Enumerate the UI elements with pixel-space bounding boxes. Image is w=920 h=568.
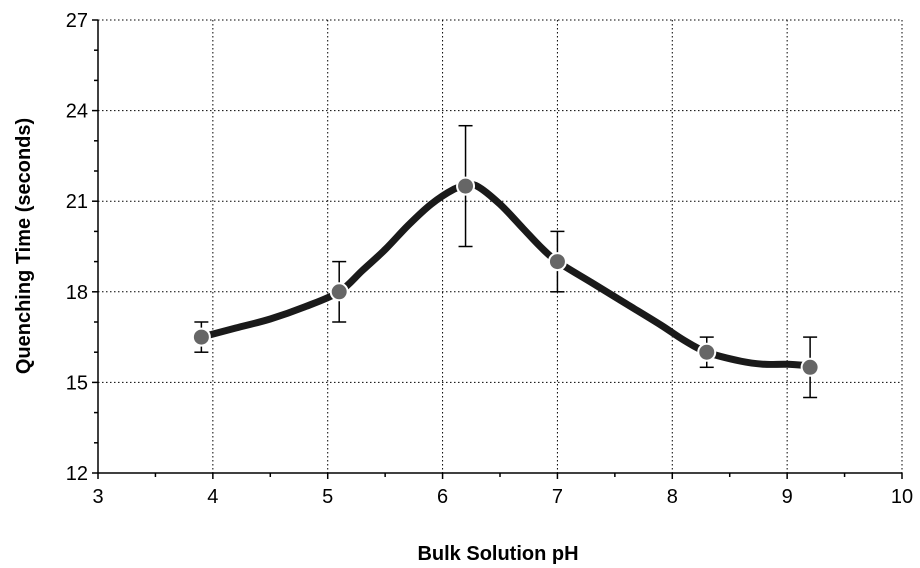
y-tick-label: 21 [66,191,88,213]
y-tick-label: 12 [66,463,88,485]
x-tick-label: 4 [207,486,218,508]
y-tick-label: 18 [66,282,88,304]
tick-labels: 3 4 5 6 7 8 9 10 12 15 18 21 24 27 [66,10,913,508]
ticks [92,19,903,479]
x-tick-label: 10 [891,486,913,508]
data-point [547,252,567,272]
trend-curve-group [197,181,814,370]
y-tick-label: 15 [66,372,88,394]
data-point [191,327,211,347]
x-tick-label: 9 [782,486,793,508]
x-tick-label: 5 [322,486,333,508]
x-tick-label: 6 [437,486,448,508]
y-axis-title: Quenching Time (seconds) [13,118,35,374]
axes [97,20,902,474]
y-tick-label: 24 [66,101,88,123]
x-tick-label: 3 [92,486,103,508]
data-point [697,342,717,362]
data-point [456,176,476,196]
x-tick-label: 8 [667,486,678,508]
trend-curve [197,181,814,370]
data-points [191,176,820,377]
data-point [800,357,820,377]
x-tick-label: 7 [552,486,563,508]
grid-lines [98,19,903,473]
data-point [329,282,349,302]
y-tick-label: 27 [66,10,88,32]
x-axis-title: Bulk Solution pH [417,543,578,565]
